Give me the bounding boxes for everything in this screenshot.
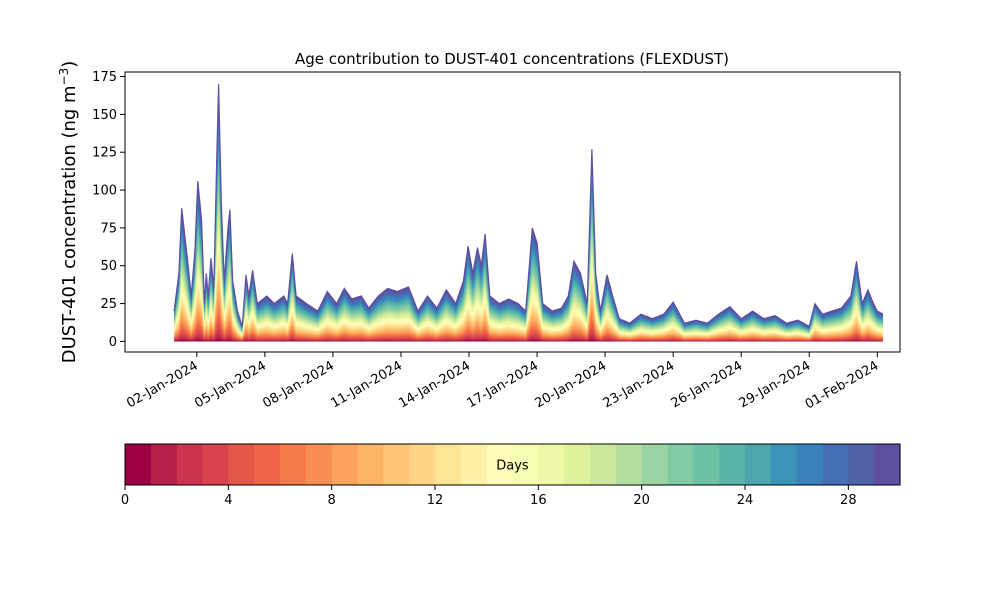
x-tick-label: 08-Jan-2024 <box>260 358 337 411</box>
colorbar-segment <box>745 444 772 485</box>
colorbar-segment <box>719 444 746 485</box>
colorbar-segment <box>564 444 591 485</box>
colorbar-segment <box>254 444 281 485</box>
y-tick-label: 125 <box>92 146 117 161</box>
colorbar-segment <box>383 444 410 485</box>
colorbar: 0 4 8 12 16 20 24 28 Days <box>121 443 901 508</box>
colorbar-segment <box>693 444 720 485</box>
x-tick-label: 20-Jan-2024 <box>533 358 610 411</box>
colorbar-segment <box>590 444 617 485</box>
age-band-day-0 <box>174 338 884 342</box>
colorbar-segment <box>176 444 204 485</box>
colorbar-segment <box>435 444 462 485</box>
colorbar-tick-label: 24 <box>737 493 754 508</box>
colorbar-tick-label: 4 <box>224 493 232 508</box>
total-concentration-line <box>173 84 884 328</box>
x-tick-label: 05-Jan-2024 <box>192 358 269 411</box>
colorbar-segment <box>202 444 229 485</box>
colorbar-segment <box>228 444 255 485</box>
x-tick-label: 02-Jan-2024 <box>124 358 201 411</box>
x-tick-label: 17-Jan-2024 <box>464 358 541 411</box>
plot-area: 0 25 50 75 100 125 150 175 02-Jan-202405-Jan-202… <box>92 70 901 412</box>
colorbar-segment <box>822 444 849 485</box>
y-axis-label-close: ) <box>59 61 80 68</box>
colorbar-segment <box>357 444 384 485</box>
colorbar-segment <box>305 444 333 485</box>
x-tick-label: 29-Jan-2024 <box>737 358 814 411</box>
colorbar-segment <box>641 444 669 485</box>
colorbar-segment <box>486 444 514 485</box>
colorbar-segment <box>150 444 178 485</box>
colorbar-segment <box>667 444 694 485</box>
colorbar-segment <box>796 444 824 485</box>
y-tick-label: 175 <box>92 70 117 85</box>
x-tick-label: 14-Jan-2024 <box>396 358 473 411</box>
x-tick-label: 26-Jan-2024 <box>669 358 746 411</box>
colorbar-segment <box>280 444 307 485</box>
colorbar-segment <box>512 444 539 485</box>
colorbar-frame <box>124 443 901 486</box>
x-tick-label: 23-Jan-2024 <box>601 358 678 411</box>
colorbar-tick-label: 0 <box>121 493 129 508</box>
age-band-day-1 <box>174 334 884 342</box>
colorbar-segment <box>331 444 359 485</box>
y-tick-label: 75 <box>100 221 117 236</box>
colorbar-segment <box>770 444 798 485</box>
colorbar-segment <box>615 444 643 485</box>
y-tick-label: 50 <box>100 259 117 274</box>
chart-title: Age contribution to DUST-401 concentrati… <box>295 50 729 68</box>
y-axis-label: DUST-401 concentration (ng m−3) <box>57 61 80 364</box>
y-axis-label-exponent: −3 <box>57 68 71 86</box>
colorbar-segment <box>125 444 152 485</box>
colorbar-tick-label: 12 <box>427 493 444 508</box>
y-tick-label: 100 <box>92 184 117 199</box>
y-axis-label-text: DUST-401 concentration (ng m <box>59 85 80 363</box>
colorbar-segment <box>460 444 488 485</box>
colorbar-tick-label: 8 <box>328 493 336 508</box>
colorbar-label: Days <box>496 459 529 474</box>
colorbar-segment <box>409 444 436 485</box>
age-bands <box>173 84 884 342</box>
colorbar-tick-label: 20 <box>633 493 650 508</box>
colorbar-segment <box>538 444 565 485</box>
x-tick-label: 11-Jan-2024 <box>328 358 405 411</box>
colorbar-segment <box>874 444 901 485</box>
colorbar-tick-label: 16 <box>530 493 547 508</box>
y-tick-label: 25 <box>100 297 117 312</box>
x-tick-label: 01-Feb-2024 <box>803 358 882 412</box>
colorbar-segment <box>848 444 875 485</box>
y-tick-label: 0 <box>109 335 117 350</box>
y-tick-label: 150 <box>92 108 117 123</box>
colorbar-tick-label: 28 <box>840 493 857 508</box>
axes-frame <box>124 71 901 353</box>
